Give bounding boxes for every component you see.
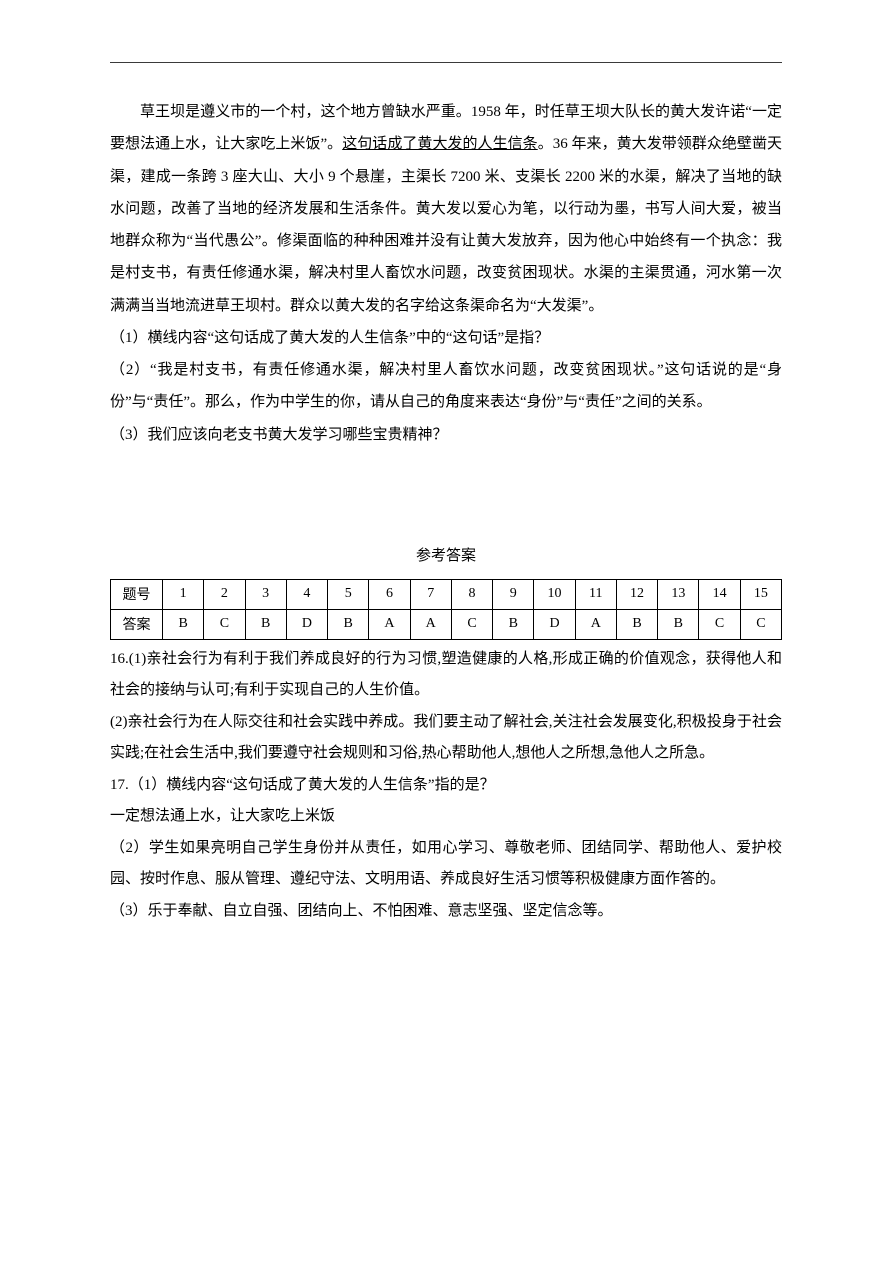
cell-num: 10 [534,579,575,609]
cell-num: 11 [575,579,616,609]
cell-ans: B [245,609,286,639]
header-rule [110,62,782,63]
answer-text-block: 16.(1)亲社会行为有利于我们养成良好的行为习惯,塑造健康的人格,形成正确的价… [110,644,782,928]
cell-ans: A [575,609,616,639]
cell-ans: B [163,609,204,639]
cell-ans: B [616,609,657,639]
cell-num: 15 [740,579,781,609]
cell-ans: A [369,609,410,639]
question-2: （2）“我是村支书，有责任修通水渠，解决村里人畜饮水问题，改变贫困现状。”这句话… [110,354,782,419]
table-row: 答案 B C B D B A A C B D A B B C C [111,609,782,639]
cell-num: 7 [410,579,451,609]
cell-ans: B [658,609,699,639]
cell-num: 13 [658,579,699,609]
document-page: 草王坝是遵义市的一个村，这个地方曾缺水严重。1958 年，时任草王坝大队长的黄大… [0,0,892,1262]
cell-ans: C [204,609,245,639]
cell-ans: C [451,609,492,639]
cell-ans: D [286,609,327,639]
question-3: （3）我们应该向老支书黄大发学习哪些宝贵精神？ [110,419,782,451]
cell-num: 14 [699,579,740,609]
cell-num: 9 [493,579,534,609]
cell-num: 8 [451,579,492,609]
answer-17-1b: 一定想法通上水，让大家吃上米饭 [110,801,782,833]
answer-16-1: 16.(1)亲社会行为有利于我们养成良好的行为习惯,塑造健康的人格,形成正确的价… [110,644,782,707]
cell-ans: C [740,609,781,639]
row-header-num: 题号 [111,579,163,609]
cell-ans: B [493,609,534,639]
answer-table: 题号 1 2 3 4 5 6 7 8 9 10 11 12 13 14 15 答… [110,579,782,640]
row-header-ans: 答案 [111,609,163,639]
question-1: （1）横线内容“这句话成了黄大发的人生信条”中的“这句话”是指？ [110,322,782,354]
passage-underlined: 这句话成了黄大发的人生信条 [342,136,537,152]
cell-num: 6 [369,579,410,609]
cell-ans: A [410,609,451,639]
cell-ans: C [699,609,740,639]
table-row: 题号 1 2 3 4 5 6 7 8 9 10 11 12 13 14 15 [111,579,782,609]
answer-17-3: （3）乐于奉献、自立自强、团结向上、不怕困难、意志坚强、坚定信念等。 [110,896,782,928]
cell-num: 12 [616,579,657,609]
passage-text-post: 。36 年来，黄大发带领群众绝壁凿天渠，建成一条跨 3 座大山、大小 9 个悬崖… [110,136,782,313]
answer-16-2: (2)亲社会行为在人际交往和社会实践中养成。我们要主动了解社会,关注社会发展变化… [110,707,782,770]
answer-17-1a: 17.（1）横线内容“这句话成了黄大发的人生信条”指的是？ [110,770,782,802]
cell-num: 3 [245,579,286,609]
cell-ans: B [328,609,369,639]
cell-num: 4 [286,579,327,609]
cell-num: 2 [204,579,245,609]
answer-17-2: （2）学生如果亮明自己学生身份并从责任，如用心学习、尊敬老师、团结同学、帮助他人… [110,833,782,896]
answer-section-title: 参考答案 [110,541,782,571]
cell-ans: D [534,609,575,639]
cell-num: 5 [328,579,369,609]
passage-paragraph: 草王坝是遵义市的一个村，这个地方曾缺水严重。1958 年，时任草王坝大队长的黄大… [110,96,782,322]
cell-num: 1 [163,579,204,609]
